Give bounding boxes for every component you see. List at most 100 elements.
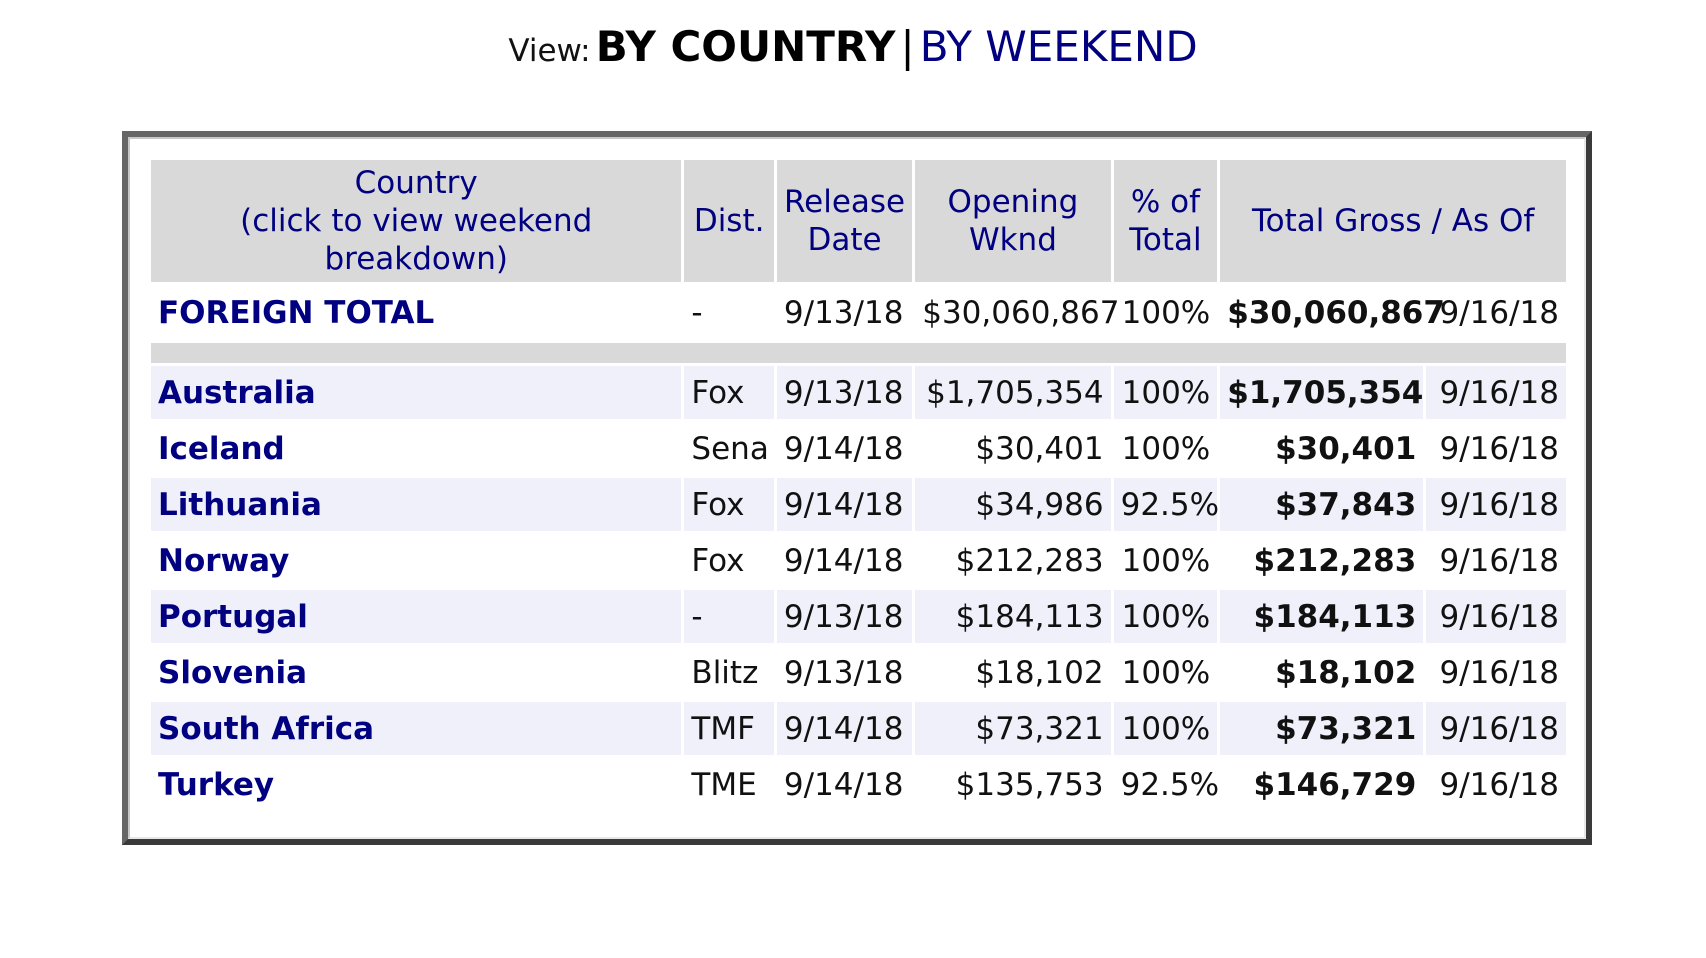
dist-cell: TMF: [684, 702, 774, 755]
release-date-cell: 9/14/18: [776, 422, 913, 475]
opening-wknd-cell: $73,321: [915, 702, 1111, 755]
header-total-gross-as-of[interactable]: Total Gross / As Of: [1220, 160, 1566, 282]
table-header-row: Country (click to view weekend breakdown…: [151, 160, 1566, 282]
dist-cell: -: [684, 590, 774, 643]
header-release-line1: Release: [784, 184, 906, 220]
header-as-of: As Of: [1451, 203, 1535, 239]
foreign-total-opening: $30,060,867: [915, 285, 1119, 340]
header-country[interactable]: Country (click to view weekend breakdown…: [151, 160, 682, 282]
header-total-separator: /: [1431, 203, 1442, 239]
pct-of-total-cell: 100%: [1113, 590, 1218, 643]
view-by-weekend-link[interactable]: BY WEEKEND: [919, 22, 1198, 71]
header-release-line2: Date: [807, 222, 882, 258]
country-link[interactable]: Lithuania: [158, 486, 322, 523]
total-gross-cell: $37,843: [1220, 478, 1424, 531]
table-row: Iceland Sena 9/14/18 $30,401 100% $30,40…: [151, 422, 1566, 475]
as-of-cell: 9/16/18: [1426, 422, 1566, 475]
release-date-cell: 9/13/18: [776, 366, 913, 419]
pct-of-total-cell: 100%: [1113, 702, 1218, 755]
release-date-cell: 9/13/18: [776, 646, 913, 699]
total-gross-cell: $73,321: [1220, 702, 1424, 755]
country-link[interactable]: Iceland: [158, 430, 285, 467]
as-of-cell: 9/16/18: [1426, 646, 1566, 699]
pct-of-total-cell: 100%: [1113, 366, 1218, 419]
country-gross-table: Country (click to view weekend breakdown…: [148, 157, 1569, 814]
header-total-gross: Total Gross: [1251, 203, 1422, 239]
as-of-cell: 9/16/18: [1426, 702, 1566, 755]
country-link[interactable]: Australia: [158, 374, 316, 411]
results-panel-inner-border: [128, 137, 1586, 839]
table-row: Norway Fox 9/14/18 $212,283 100% $212,28…: [151, 534, 1566, 587]
header-pct-line1: % of: [1130, 184, 1201, 220]
opening-wknd-cell: $30,401: [915, 422, 1111, 475]
release-date-cell: 9/14/18: [776, 758, 913, 811]
header-opening-line1: Opening: [947, 184, 1079, 220]
header-pct-line2: Total: [1129, 222, 1202, 258]
pct-of-total-cell: 100%: [1113, 534, 1218, 587]
opening-wknd-cell: $184,113: [915, 590, 1111, 643]
as-of-cell: 9/16/18: [1426, 758, 1566, 811]
country-link[interactable]: South Africa: [158, 710, 375, 747]
total-gross-cell: $212,283: [1220, 534, 1424, 587]
table-row: South Africa TMF 9/14/18 $73,321 100% $7…: [151, 702, 1566, 755]
header-country-hint: (click to view weekend breakdown): [240, 203, 593, 277]
as-of-cell: 9/16/18: [1426, 478, 1566, 531]
release-date-cell: 9/14/18: [776, 702, 913, 755]
table-row: Australia Fox 9/13/18 $1,705,354 100% $1…: [151, 366, 1566, 419]
dist-cell: Fox: [684, 478, 774, 531]
results-panel: Country (click to view weekend breakdown…: [122, 131, 1592, 845]
pct-of-total-cell: 100%: [1113, 422, 1218, 475]
pct-of-total-cell: 92.5%: [1113, 758, 1219, 811]
foreign-total-link[interactable]: FOREIGN TOTAL: [158, 294, 435, 331]
release-date-cell: 9/14/18: [776, 478, 913, 531]
dist-cell: Sena: [684, 422, 774, 475]
foreign-total-pct: 100%: [1113, 285, 1218, 340]
country-link[interactable]: Portugal: [158, 598, 308, 635]
total-gross-cell: $30,401: [1220, 422, 1424, 475]
country-link[interactable]: Turkey: [158, 766, 275, 803]
opening-wknd-cell: $135,753: [915, 758, 1111, 811]
dist-cell: Fox: [684, 534, 774, 587]
pct-of-total-cell: 92.5%: [1113, 478, 1219, 531]
as-of-cell: 9/16/18: [1426, 534, 1566, 587]
total-gross-cell: $1,705,354: [1220, 366, 1423, 419]
table-row: Slovenia Blitz 9/13/18 $18,102 100% $18,…: [151, 646, 1566, 699]
country-link[interactable]: Norway: [158, 542, 290, 579]
as-of-cell: 9/16/18: [1426, 590, 1566, 643]
table-row: Lithuania Fox 9/14/18 $34,986 92.5% $37,…: [151, 478, 1566, 531]
total-gross-cell: $184,113: [1220, 590, 1424, 643]
view-label: View:: [508, 33, 591, 69]
opening-wknd-cell: $18,102: [915, 646, 1111, 699]
view-selector: View: BY COUNTRY | BY WEEKEND: [0, 22, 1706, 71]
country-link[interactable]: Slovenia: [158, 654, 308, 691]
header-country-title: Country: [354, 165, 478, 201]
table-row: Portugal - 9/13/18 $184,113 100% $184,11…: [151, 590, 1566, 643]
table-row: Turkey TME 9/14/18 $135,753 92.5% $146,7…: [151, 758, 1566, 811]
pct-of-total-cell: 100%: [1113, 646, 1218, 699]
foreign-total-gross: $30,060,867: [1220, 285, 1445, 340]
section-divider-row: [151, 343, 1566, 363]
foreign-total-release: 9/13/18: [776, 285, 913, 340]
header-opening-wknd[interactable]: Opening Wknd: [915, 160, 1111, 282]
foreign-total-dist: -: [684, 285, 774, 340]
as-of-cell: 9/16/18: [1426, 366, 1566, 419]
view-by-country-active: BY COUNTRY: [595, 22, 896, 71]
opening-wknd-cell: $34,986: [915, 478, 1111, 531]
release-date-cell: 9/14/18: [776, 534, 913, 587]
opening-wknd-cell: $212,283: [915, 534, 1111, 587]
section-divider: [151, 343, 1566, 363]
total-gross-cell: $18,102: [1220, 646, 1424, 699]
foreign-total-as-of: 9/16/18: [1426, 285, 1566, 340]
header-release-date[interactable]: Release Date: [776, 160, 913, 282]
release-date-cell: 9/13/18: [776, 590, 913, 643]
header-pct-of-total[interactable]: % of Total: [1113, 160, 1218, 282]
dist-cell: Blitz: [684, 646, 774, 699]
header-dist[interactable]: Dist.: [684, 160, 774, 282]
dist-cell: Fox: [684, 366, 774, 419]
opening-wknd-cell: $1,705,354: [915, 366, 1111, 419]
header-opening-line2: Wknd: [968, 222, 1057, 258]
total-gross-cell: $146,729: [1220, 758, 1424, 811]
dist-cell: TME: [684, 758, 774, 811]
view-separator: |: [900, 22, 915, 71]
foreign-total-row: FOREIGN TOTAL - 9/13/18 $30,060,867 100%…: [151, 285, 1566, 340]
